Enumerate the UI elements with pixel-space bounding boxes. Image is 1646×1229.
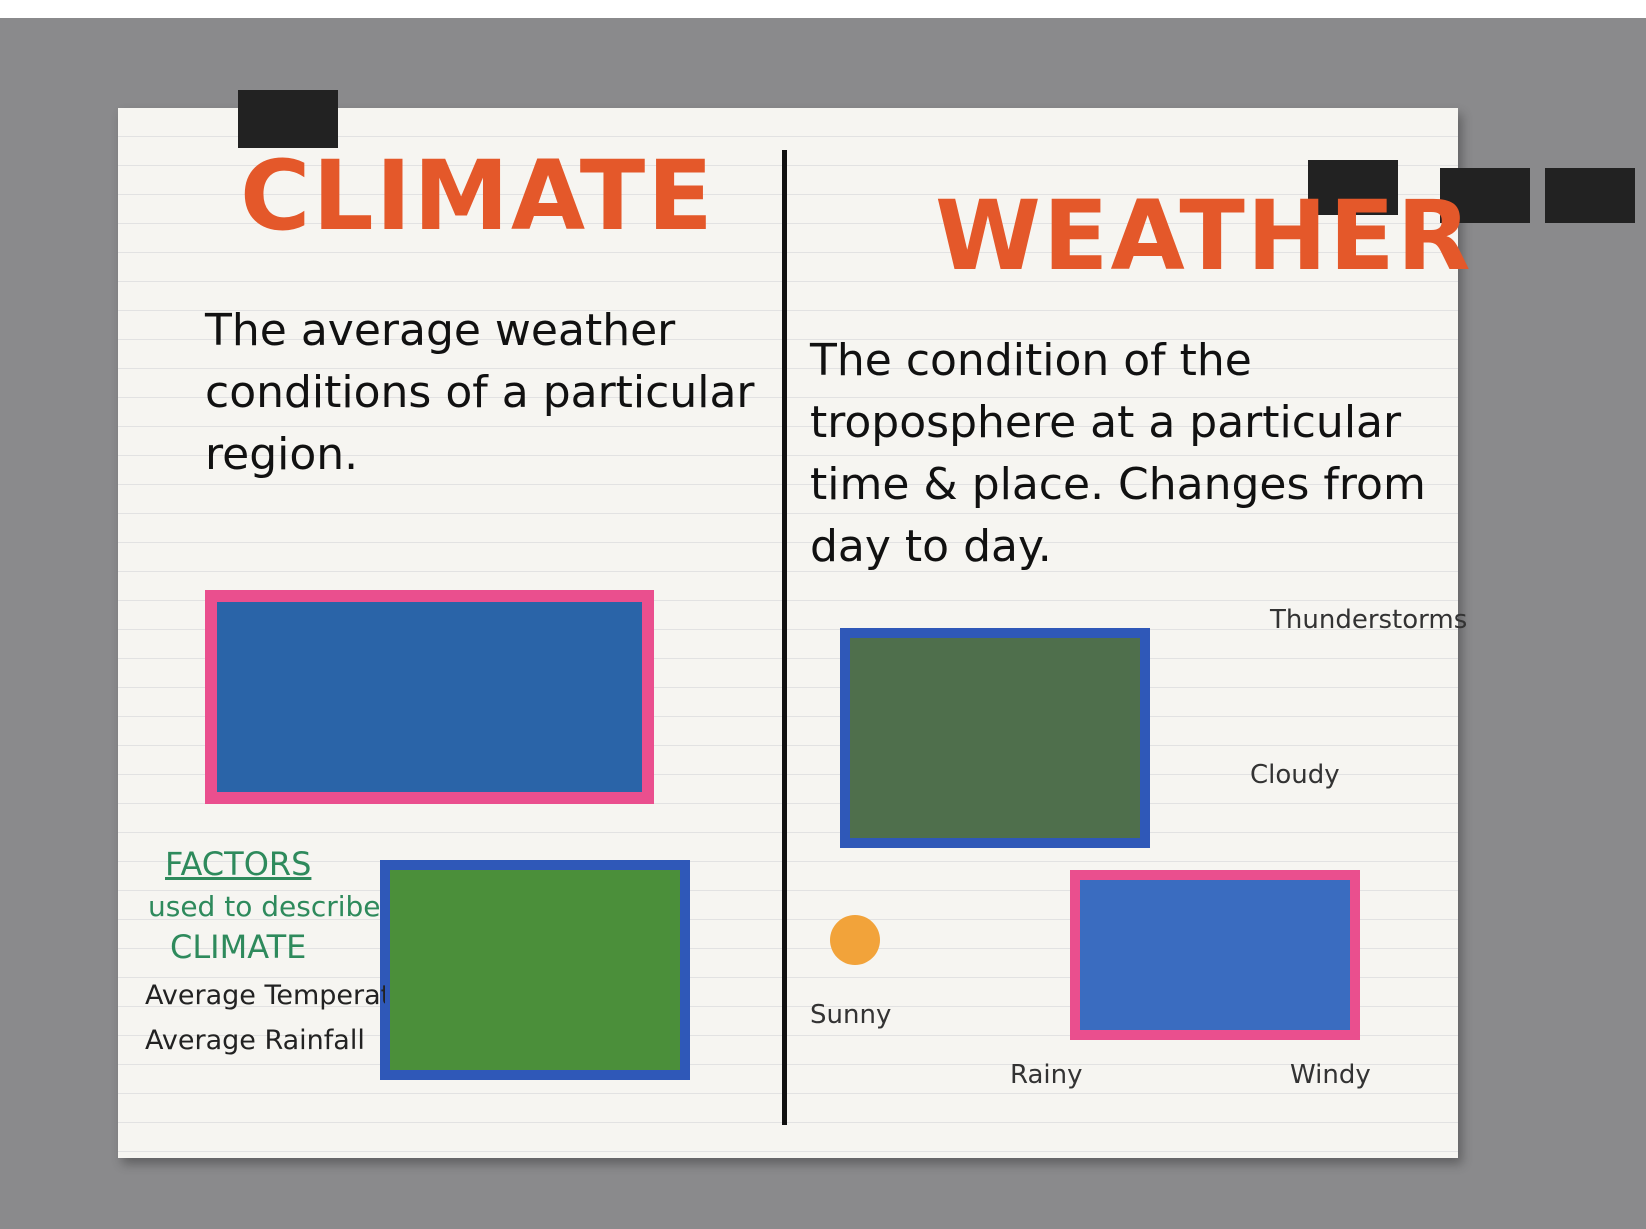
factors-heading: FACTORS xyxy=(165,845,311,883)
right-title: WEATHER xyxy=(935,180,1473,292)
factors-subheading: used to describe xyxy=(148,890,381,923)
left-definition: The average weather conditions of a part… xyxy=(205,300,765,486)
icon-label: Cloudy xyxy=(1250,760,1340,790)
divider xyxy=(782,150,787,1125)
left-title: CLIMATE xyxy=(240,140,715,252)
factor-item: Average Rainfall xyxy=(145,1025,365,1056)
radar-map xyxy=(840,628,1150,848)
right-definition: The condition of the troposphere at a pa… xyxy=(810,330,1450,578)
wall-top xyxy=(0,0,1646,18)
icon-label: Thunderstorms xyxy=(1270,605,1467,635)
clip xyxy=(1545,168,1635,223)
icon-label: Sunny xyxy=(810,1000,891,1030)
world-map xyxy=(205,590,654,804)
forecast-image xyxy=(1070,870,1360,1040)
sun-icon xyxy=(830,915,880,965)
icon-label: Windy xyxy=(1290,1060,1371,1090)
factor-item: Average Temperature xyxy=(145,980,385,1011)
icon-label: Rainy xyxy=(1010,1060,1083,1090)
photo: CLIMATE The average weather conditions o… xyxy=(0,0,1646,1229)
factors-term: CLIMATE xyxy=(170,928,306,966)
us-map xyxy=(380,860,690,1080)
